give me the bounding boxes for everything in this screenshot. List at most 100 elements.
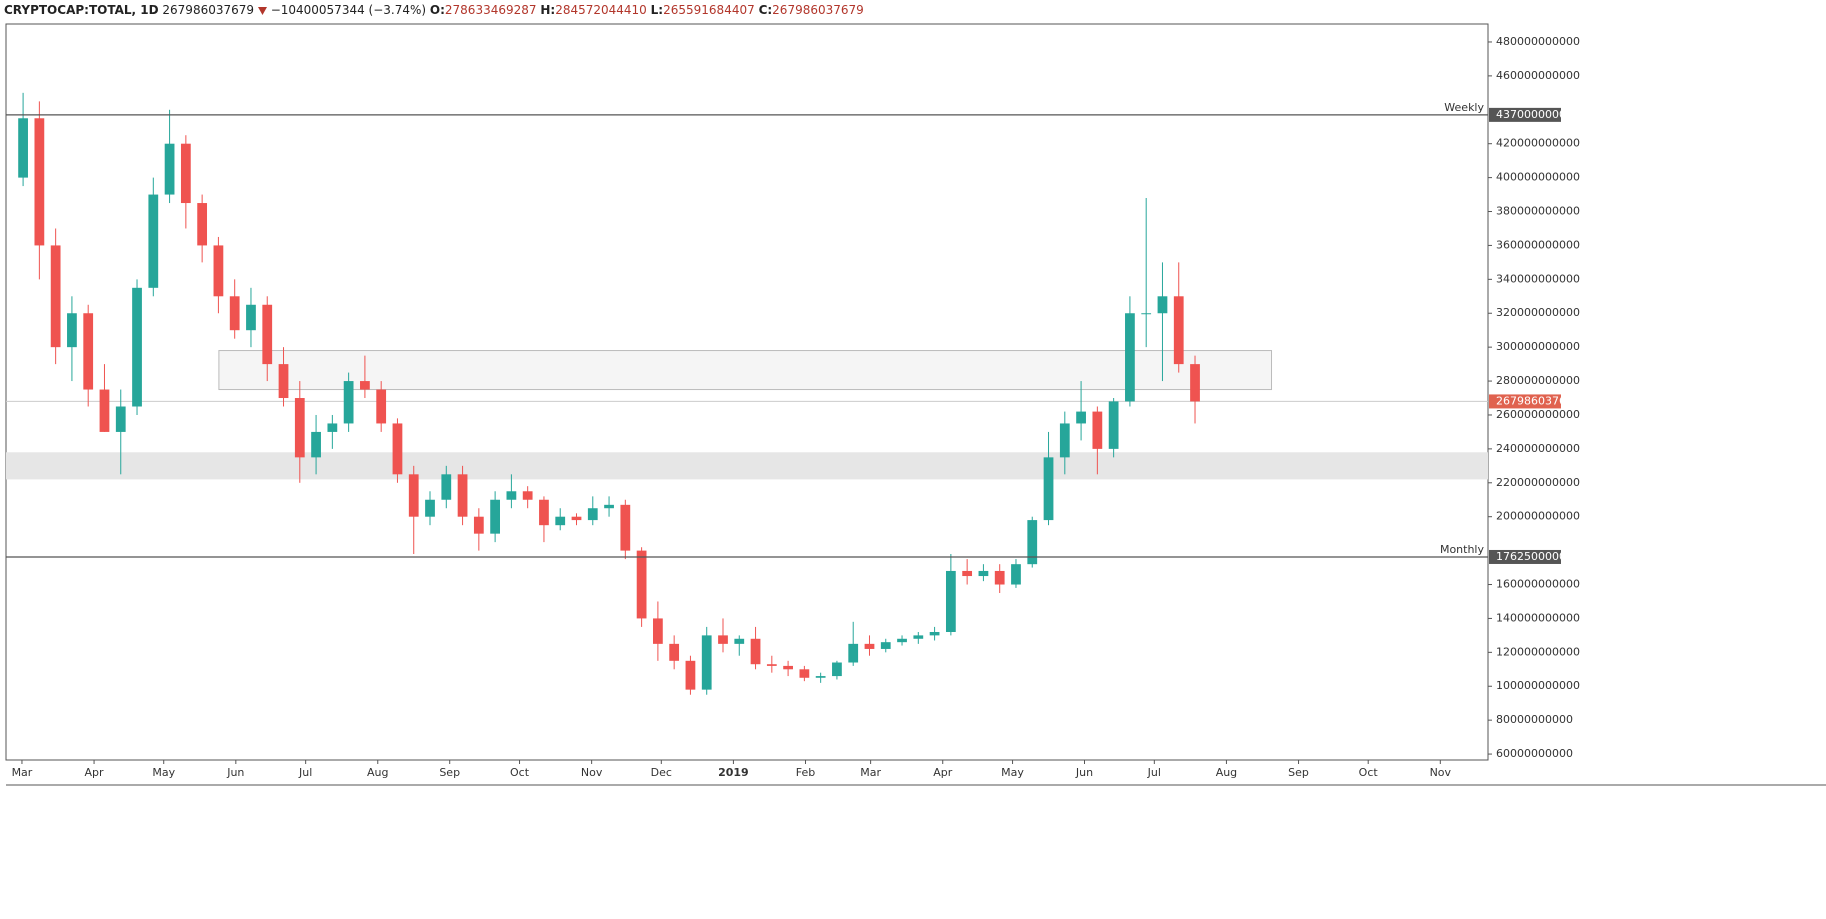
ohlc-label: H: <box>540 3 556 17</box>
y-tick-label: 320000000000 <box>1496 306 1580 319</box>
candle-body <box>213 245 224 297</box>
y-tick-label: 60000000000 <box>1496 747 1573 760</box>
x-tick-label: Aug <box>1216 766 1237 779</box>
candle-body <box>473 516 484 534</box>
candle-body <box>83 313 94 390</box>
candle-body <box>506 491 517 500</box>
candle-body <box>34 118 45 246</box>
y-tick-label: 380000000000 <box>1496 205 1580 218</box>
candle-body <box>701 635 712 690</box>
x-tick-label: Sep <box>1288 766 1309 779</box>
candle-body <box>685 660 696 690</box>
candle-body <box>1157 296 1168 314</box>
level-price-box <box>1489 107 1561 122</box>
candle-body <box>1173 296 1184 365</box>
y-tick-label: 240000000000 <box>1496 442 1580 455</box>
candle-body <box>1059 423 1070 458</box>
candle-body <box>783 665 793 670</box>
x-tick-label: Oct <box>510 766 530 779</box>
candle-body <box>327 423 338 432</box>
candle-body <box>1092 411 1103 449</box>
x-tick-label: Oct <box>1359 766 1379 779</box>
y-tick-label: 100000000000 <box>1496 679 1580 692</box>
candle-body <box>490 499 500 534</box>
x-tick-label: May <box>1001 766 1024 779</box>
candle-body <box>278 364 289 399</box>
candle-body <box>229 296 240 331</box>
legend-header: CRYPTOCAP:TOTAL, 1D 267986037679 −104000… <box>4 3 864 17</box>
last-price-label: 267986037679 <box>1496 394 1580 407</box>
candle-body <box>848 643 859 663</box>
candle-body <box>718 635 728 644</box>
candle-body <box>604 504 614 509</box>
level-price: 437000000000 <box>1496 108 1580 121</box>
candle-body <box>197 203 208 246</box>
y-tick-label: 280000000000 <box>1496 374 1580 387</box>
candle-body <box>555 516 566 526</box>
candle-body <box>539 499 549 526</box>
candle-body <box>99 389 110 432</box>
candle-body <box>978 570 989 577</box>
candle-body <box>799 669 810 678</box>
candle-body <box>571 516 582 521</box>
candle-body <box>392 423 403 475</box>
ohlc-label: L: <box>650 3 664 17</box>
candle-body <box>1108 401 1119 449</box>
level-price: 176250000000 <box>1496 550 1580 563</box>
x-tick-label: Mar <box>860 766 881 779</box>
x-tick-label: 2019 <box>718 766 749 779</box>
candle-body <box>360 381 370 390</box>
candle-body <box>880 642 891 649</box>
level-label: Monthly <box>1440 543 1485 556</box>
candle-body <box>669 643 680 661</box>
y-tick-label: 340000000000 <box>1496 272 1580 285</box>
candle-body <box>1011 564 1021 585</box>
candle-body <box>734 638 745 644</box>
candle-body <box>18 118 28 178</box>
candle-body <box>913 635 924 639</box>
candle-body <box>620 504 631 551</box>
y-tick-label: 260000000000 <box>1496 408 1580 421</box>
candle-body <box>343 381 354 424</box>
candle-body <box>962 570 973 577</box>
candle-body <box>311 431 321 458</box>
candle-body <box>376 389 387 424</box>
candle-body <box>897 638 907 643</box>
x-tick-label: Jun <box>226 766 244 779</box>
candle-body <box>425 499 435 517</box>
candle-body <box>148 194 159 288</box>
x-tick-label: May <box>152 766 175 779</box>
symbol: CRYPTOCAP:TOTAL, 1D <box>4 3 159 17</box>
candle-body <box>636 550 647 619</box>
y-tick-label: 140000000000 <box>1496 611 1580 624</box>
change: −10400057344 (−3.74%) <box>270 3 427 17</box>
candle-body <box>815 676 826 678</box>
x-tick-label: Dec <box>651 766 672 779</box>
ohlc-value: 278633469287 <box>444 3 537 17</box>
candle-body <box>457 474 468 517</box>
price: 267986037679 <box>162 3 255 17</box>
candle-body <box>408 474 419 517</box>
x-tick-label: Nov <box>581 766 603 779</box>
ohlc-value: 267986037679 <box>772 3 864 17</box>
plot-frame <box>5 23 1489 761</box>
candle-body <box>587 508 598 521</box>
y-tick-label: 400000000000 <box>1496 171 1580 184</box>
y-tick-label: 420000000000 <box>1496 137 1580 150</box>
candle-body <box>864 643 875 649</box>
x-tick-label: Nov <box>1430 766 1452 779</box>
candle-body <box>945 570 956 632</box>
level-label: Weekly <box>1444 101 1484 114</box>
candle-body <box>262 304 273 365</box>
candle-body <box>1141 313 1152 315</box>
x-tick-label: Aug <box>367 766 388 779</box>
x-tick-label: Apr <box>933 766 953 779</box>
candle-body <box>246 304 256 331</box>
candle-body <box>522 491 533 500</box>
candle-body <box>1125 313 1135 402</box>
x-tick-label: Jul <box>1147 766 1161 779</box>
candle-body <box>832 662 842 677</box>
candle-body <box>132 287 142 407</box>
zone <box>6 452 1488 480</box>
